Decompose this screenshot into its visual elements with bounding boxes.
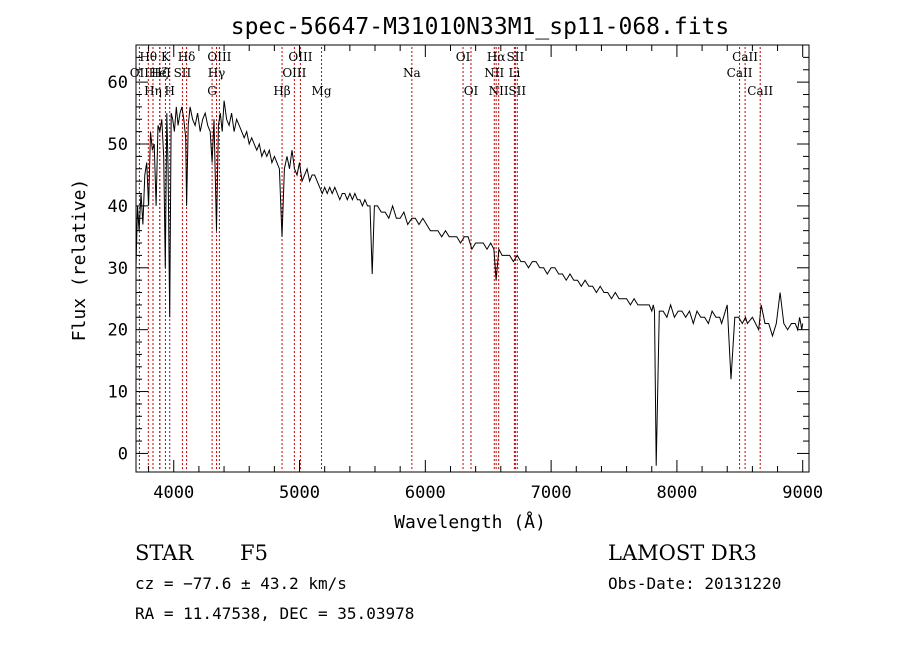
line-label: NII <box>484 66 504 80</box>
survey-name: LAMOST DR3 <box>608 541 757 565</box>
line-label: Mg <box>312 84 332 98</box>
line-label: OIII <box>288 50 312 64</box>
line-label: Hζ <box>151 66 168 80</box>
line-label: OIII <box>207 50 231 64</box>
line-label: OI <box>464 84 479 98</box>
x-tick-label: 4000 <box>153 483 194 503</box>
x-axis-label: Wavelength (Å) <box>394 511 546 533</box>
line-label: OI <box>456 50 471 64</box>
velocity: cz = −77.6 ± 43.2 km/s <box>135 574 347 593</box>
line-label: Hα <box>487 50 506 64</box>
subclass: F5 <box>240 541 268 565</box>
x-tick-label: 6000 <box>405 483 446 503</box>
line-label: CaII <box>727 66 753 80</box>
object-class: STAR <box>135 541 194 565</box>
line-label: Hθ <box>139 50 157 64</box>
y-tick-label: 10 <box>108 383 128 403</box>
line-label: Na <box>403 66 421 80</box>
obs-date: Obs-Date: 20131220 <box>608 574 781 593</box>
line-label: SII <box>508 84 526 98</box>
line-label: K <box>161 50 171 64</box>
y-axis-label: Flux (relative) <box>69 179 90 342</box>
x-tick-label: 7000 <box>531 483 572 503</box>
line-label: CaII <box>747 84 773 98</box>
y-tick-label: 30 <box>108 259 128 279</box>
line-label: Hδ <box>178 50 196 64</box>
emission-line-markers <box>138 47 761 470</box>
line-label: OII <box>130 66 150 80</box>
coordinates: RA = 11.47538, DEC = 35.03978 <box>135 604 414 623</box>
x-axis: 4000 5000 6000 7000 8000 9000 <box>148 45 823 503</box>
x-tick-label: 8000 <box>656 483 697 503</box>
line-label: NII <box>489 84 509 98</box>
y-tick-label: 20 <box>108 321 128 341</box>
line-label: Hβ <box>273 84 290 98</box>
line-label: H <box>164 84 174 98</box>
y-tick-label: 60 <box>108 73 128 93</box>
line-label: HeI <box>149 66 172 80</box>
y-axis: 0 10 20 30 40 50 60 <box>108 44 809 464</box>
y-tick-label: 50 <box>108 135 128 155</box>
line-label: CaII <box>732 50 758 64</box>
line-label: SII <box>507 50 525 64</box>
line-label: G <box>207 84 217 98</box>
spectrum-line <box>135 100 804 466</box>
plot-frame <box>135 44 810 473</box>
y-tick-label: 0 <box>118 444 128 464</box>
x-tick-label: 9000 <box>782 483 823 503</box>
line-label: OIII <box>282 66 306 80</box>
line-label: SII <box>174 66 192 80</box>
x-tick-label: 5000 <box>279 483 320 503</box>
chart-title: spec-56647-M31010N33M1_sp11-068.fits <box>231 14 730 40</box>
line-label: Li <box>508 66 520 80</box>
line-label: Hγ <box>208 66 226 80</box>
y-tick-label: 40 <box>108 197 128 217</box>
line-label: Hη <box>144 84 162 98</box>
